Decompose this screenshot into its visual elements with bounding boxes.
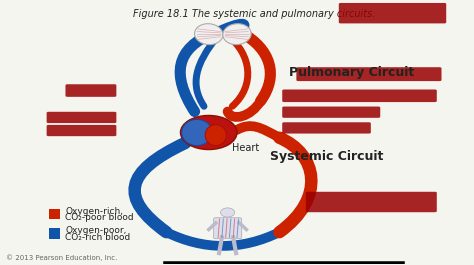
FancyBboxPatch shape: [282, 107, 380, 118]
Bar: [48, 209, 60, 219]
FancyBboxPatch shape: [306, 192, 437, 212]
Text: CO₂-rich blood: CO₂-rich blood: [65, 233, 130, 242]
Ellipse shape: [194, 24, 223, 45]
FancyBboxPatch shape: [213, 218, 242, 239]
Text: Heart: Heart: [232, 143, 260, 153]
FancyBboxPatch shape: [296, 67, 441, 81]
Ellipse shape: [182, 120, 212, 145]
FancyBboxPatch shape: [282, 122, 371, 134]
Text: CO₂-poor blood: CO₂-poor blood: [65, 213, 134, 222]
FancyBboxPatch shape: [46, 125, 117, 136]
Text: © 2013 Pearson Education, Inc.: © 2013 Pearson Education, Inc.: [6, 254, 118, 261]
Text: Oxygen-rich,: Oxygen-rich,: [65, 207, 123, 216]
FancyBboxPatch shape: [65, 84, 117, 97]
Ellipse shape: [220, 208, 235, 217]
Ellipse shape: [181, 116, 237, 149]
FancyBboxPatch shape: [282, 90, 437, 102]
Text: Systemic Circuit: Systemic Circuit: [270, 150, 383, 163]
Text: Figure 18.1 The systemic and pulmonary circuits.: Figure 18.1 The systemic and pulmonary c…: [133, 9, 376, 19]
Bar: [48, 228, 60, 239]
Ellipse shape: [223, 24, 251, 45]
FancyBboxPatch shape: [339, 3, 446, 23]
Ellipse shape: [205, 125, 227, 145]
Text: Pulmonary Circuit: Pulmonary Circuit: [289, 66, 414, 79]
Text: Oxygen-poor,: Oxygen-poor,: [65, 226, 127, 235]
FancyBboxPatch shape: [46, 112, 117, 123]
